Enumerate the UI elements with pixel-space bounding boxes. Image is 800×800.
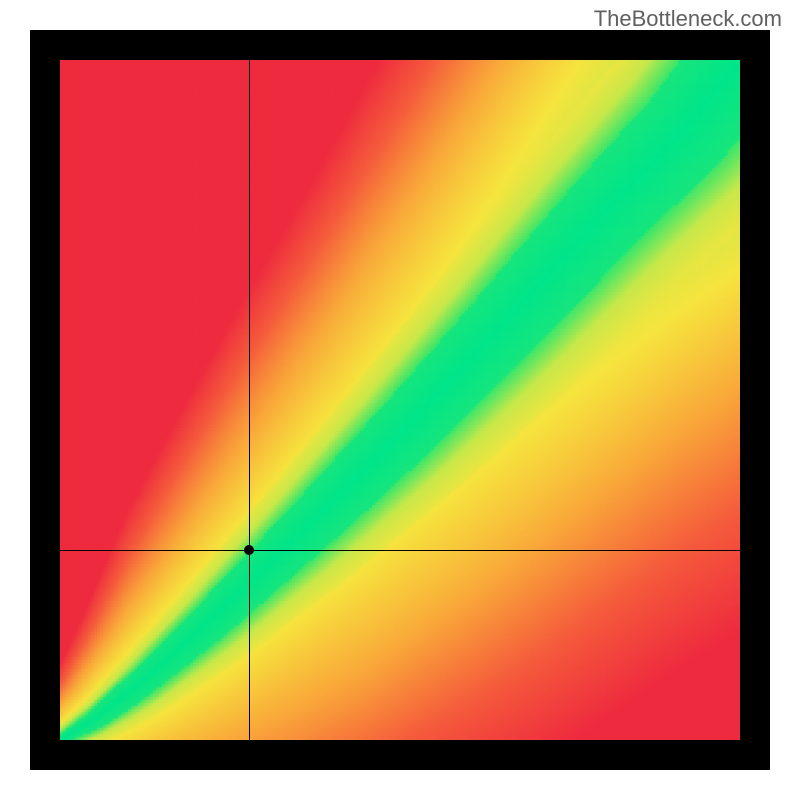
bottleneck-heatmap <box>60 60 740 740</box>
watermark-text: TheBottleneck.com <box>594 6 782 32</box>
plot-frame <box>30 30 770 770</box>
chart-container: TheBottleneck.com <box>0 0 800 800</box>
